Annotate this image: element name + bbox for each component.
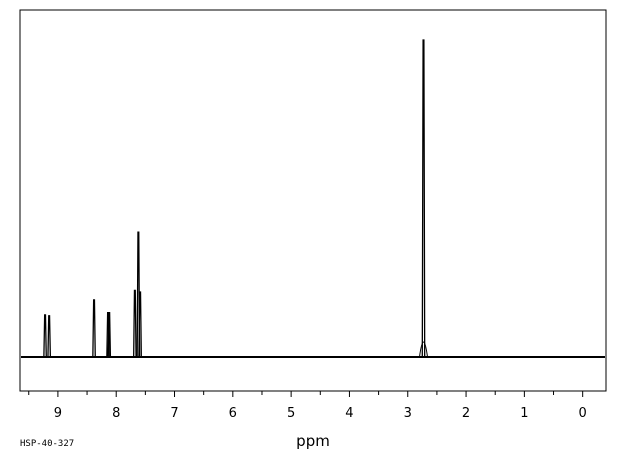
spectrum-peak-base (418, 341, 428, 358)
spectrum-peak (133, 289, 137, 358)
x-tick-label: 8 (112, 406, 120, 421)
spectrum-peak (421, 39, 426, 358)
spectrum-peak (107, 311, 112, 358)
spectrum-peak (47, 315, 52, 358)
x-tick-label: 3 (404, 406, 412, 421)
x-tick-label: 0 (579, 406, 587, 421)
x-tick-label: 9 (54, 406, 62, 421)
x-axis-ticks (28, 391, 584, 397)
x-tick-label: 5 (287, 406, 295, 421)
spectrum-peak (92, 299, 96, 358)
x-tick-label: 4 (345, 406, 353, 421)
x-tick-label: 1 (520, 406, 528, 421)
plot-frame (19, 9, 607, 392)
x-tick-label: 6 (229, 406, 237, 421)
x-axis-label: ppm (296, 432, 330, 450)
spectrum-peak (138, 291, 142, 358)
spectrum-peak (43, 314, 47, 358)
x-axis-tick-labels: 9 8 7 6 5 4 3 2 1 0 (54, 406, 587, 421)
x-tick-label: 7 (170, 406, 178, 421)
x-tick-label: 2 (462, 406, 470, 421)
sample-code-label: HSP-40-327 (20, 439, 74, 449)
spectrum-peaks (43, 39, 428, 358)
